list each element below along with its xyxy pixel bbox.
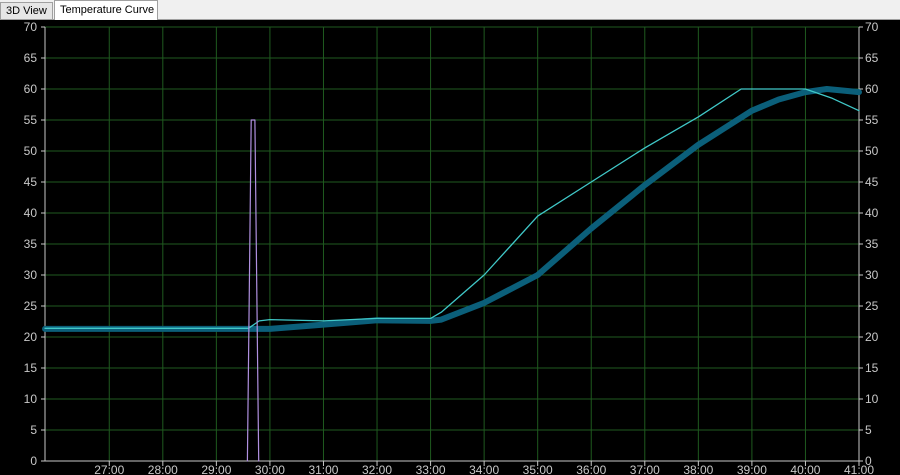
y-tick-label-right: 15 — [865, 361, 879, 375]
tab-strip: 3D View Temperature Curve — [0, 0, 900, 20]
y-tick-label-right: 20 — [865, 330, 879, 344]
x-tick-label: 36:00 — [576, 463, 606, 475]
y-tick-label-left: 30 — [24, 268, 38, 282]
tab-temperature-curve[interactable]: Temperature Curve — [54, 0, 158, 20]
y-tick-label-left: 60 — [24, 82, 38, 96]
x-tick-label: 41:00 — [844, 463, 874, 475]
x-tick-label: 40:00 — [790, 463, 820, 475]
x-tick-label: 33:00 — [416, 463, 446, 475]
y-tick-label-right: 70 — [865, 20, 879, 34]
y-tick-label-right: 35 — [865, 237, 879, 251]
y-tick-label-right: 55 — [865, 113, 879, 127]
temperature-chart-svg: 27:00 28:00 29:00 30:00 31:00 32:00 33:00 34:00… — [24, 20, 879, 475]
y-tick-label-left: 15 — [24, 361, 38, 375]
y-tick-label-left: 65 — [24, 51, 38, 65]
y-tick-label-right: 50 — [865, 144, 879, 158]
x-tick-label: 34:00 — [469, 463, 499, 475]
x-tick-label: 27:00 — [94, 463, 124, 475]
tab-3d-view[interactable]: 3D View — [0, 2, 53, 19]
series-line-thin — [44, 88, 860, 329]
series-line-thick — [42, 86, 862, 332]
tab-strip-baseline — [0, 19, 900, 20]
x-tick-label: 31:00 — [308, 463, 338, 475]
y-tick-label-right: 0 — [865, 454, 872, 468]
y-tick-label-right: 65 — [865, 51, 879, 65]
y-tick-label-left: 55 — [24, 113, 38, 127]
y-tick-label-right: 5 — [865, 423, 872, 437]
y-tick-label-left: 40 — [24, 206, 38, 220]
y-tick-label-left: 45 — [24, 175, 38, 189]
y-tick-label-right: 30 — [865, 268, 879, 282]
y-tick-label-left: 25 — [24, 299, 38, 313]
y-tick-label-left: 50 — [24, 144, 38, 158]
y-tick-label-right: 40 — [865, 206, 879, 220]
y-tick-label-left: 0 — [30, 454, 37, 468]
y-tick-label-right: 60 — [865, 82, 879, 96]
y-tick-label-left: 70 — [24, 20, 38, 34]
y-tick-label-left: 35 — [24, 237, 38, 251]
y-tick-label-left: 5 — [30, 423, 37, 437]
temperature-chart: 27:00 28:00 29:00 30:00 31:00 32:00 33:00 34:00… — [0, 20, 900, 475]
x-tick-label: 38:00 — [683, 463, 713, 475]
x-tick-label: 30:00 — [255, 463, 285, 475]
x-tick-label: 28:00 — [148, 463, 178, 475]
y-tick-label-right: 10 — [865, 392, 879, 406]
x-tick-label: 32:00 — [362, 463, 392, 475]
y-tick-label-left: 20 — [24, 330, 38, 344]
x-tick-label: 29:00 — [201, 463, 231, 475]
series-line-spike — [246, 119, 260, 462]
x-tick-label: 35:00 — [523, 463, 553, 475]
y-tick-label-right: 45 — [865, 175, 879, 189]
x-tick-label: 39:00 — [737, 463, 767, 475]
x-tick-label: 37:00 — [630, 463, 660, 475]
y-tick-label-right: 25 — [865, 299, 879, 313]
y-tick-label-left: 10 — [24, 392, 38, 406]
